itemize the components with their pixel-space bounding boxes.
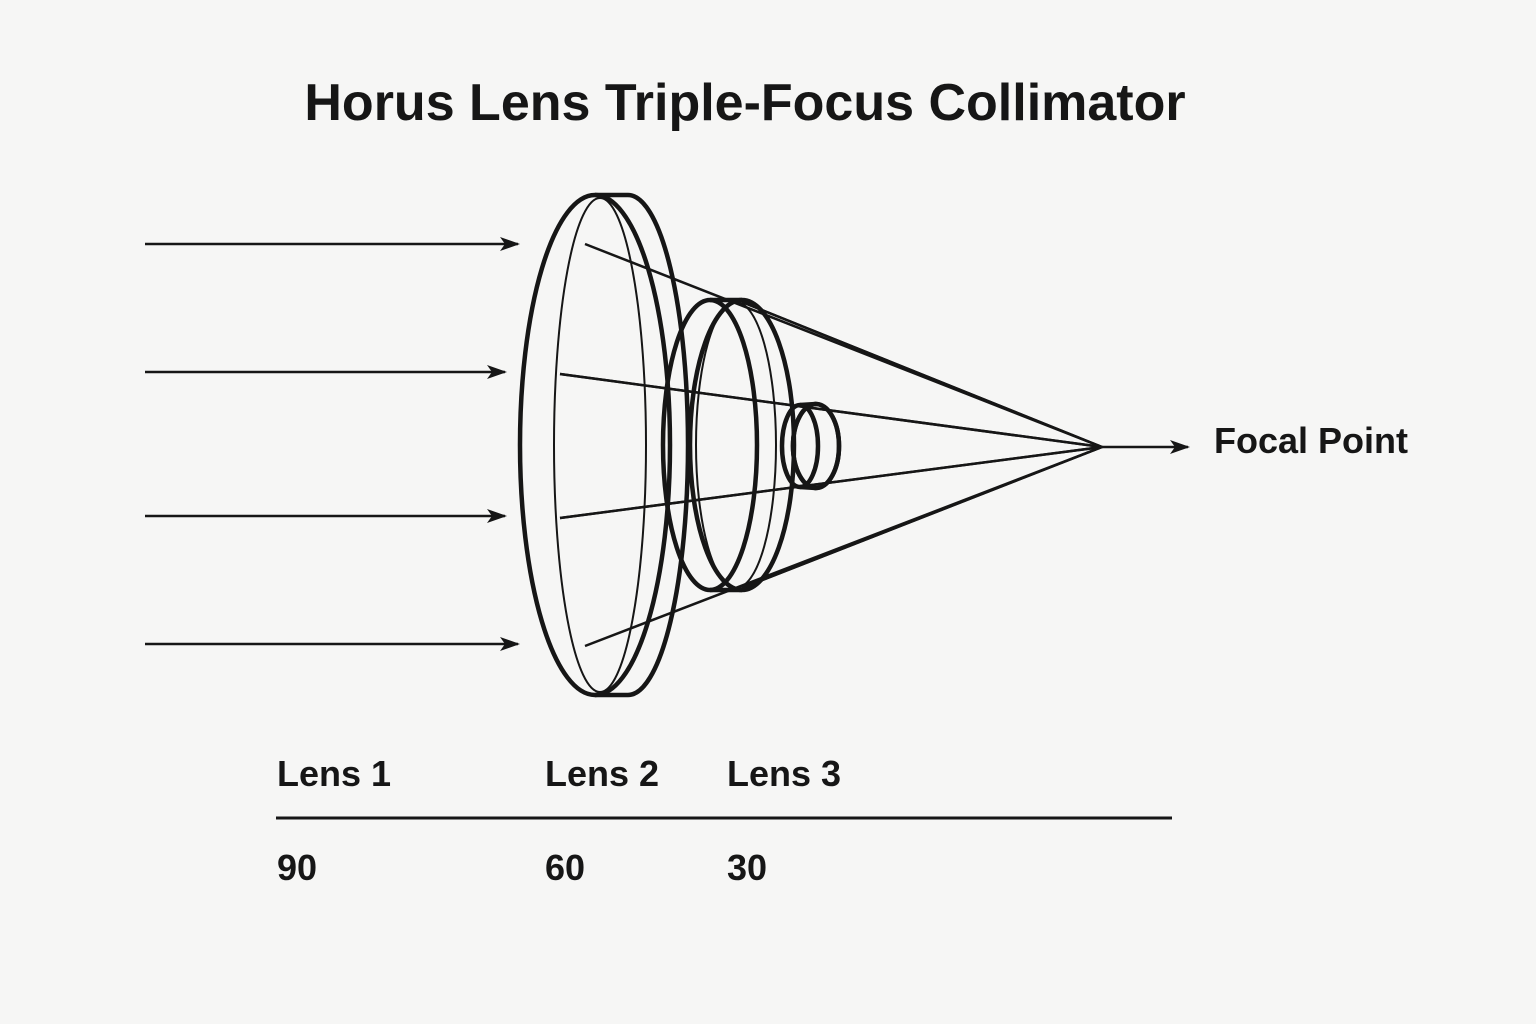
lens-table: Lens 1 Lens 2 Lens 3 90 60 30 [276, 753, 1172, 888]
focal-point-label: Focal Point [1214, 420, 1408, 461]
lens-3-label: Lens 3 [727, 753, 841, 794]
lens-1-value: 90 [277, 847, 317, 888]
lens-3-value: 30 [727, 847, 767, 888]
diagram-title: Horus Lens Triple-Focus Collimator [304, 74, 1185, 132]
converging-rays [559, 242, 1103, 648]
lens-1-label: Lens 1 [277, 753, 391, 794]
lens-2-value: 60 [545, 847, 585, 888]
lens-2-label: Lens 2 [545, 753, 659, 794]
incoming-rays [145, 237, 520, 651]
lens-3-shape [779, 401, 842, 491]
